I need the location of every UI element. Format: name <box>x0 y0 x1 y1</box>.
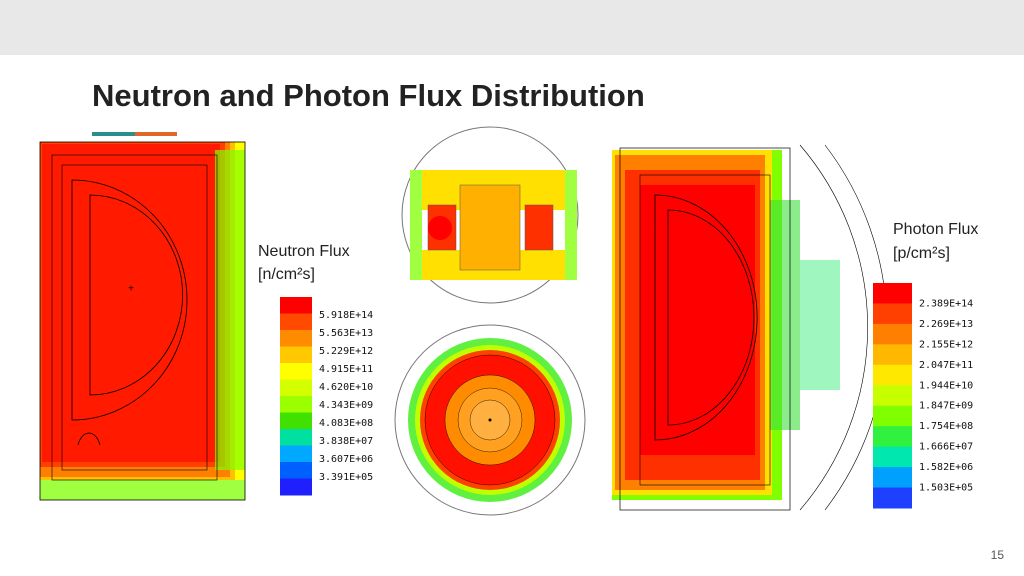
color-swatch <box>280 445 312 463</box>
legend-label: 1.503E+05 <box>919 483 973 494</box>
color-swatch <box>280 412 312 430</box>
page-number: 15 <box>991 548 1005 562</box>
color-swatch <box>873 385 912 407</box>
color-swatch <box>280 297 312 314</box>
legend-unit: [n/cm²s] <box>258 266 315 283</box>
color-swatch <box>873 446 912 468</box>
legend-label: 4.083E+08 <box>319 418 373 429</box>
accent-line <box>135 132 177 136</box>
legend-label: 5.229E+12 <box>319 346 373 357</box>
legend-heading: Photon Flux <box>893 221 978 238</box>
color-swatch <box>280 379 312 397</box>
legend-label: 2.389E+14 <box>919 298 973 309</box>
legend-label: 4.915E+11 <box>319 364 373 375</box>
color-swatch <box>873 344 912 366</box>
legend-label: 4.343E+09 <box>319 400 373 411</box>
color-swatch <box>280 330 312 347</box>
legend-label: 3.607E+06 <box>319 454 373 465</box>
legend-label: 1.944E+10 <box>919 380 973 391</box>
color-swatch <box>280 429 312 446</box>
legend-label: 1.847E+09 <box>919 401 973 412</box>
color-swatch <box>280 346 312 364</box>
color-swatch <box>873 405 912 427</box>
color-swatch <box>873 467 912 489</box>
legend-label: 2.155E+12 <box>919 339 973 350</box>
color-swatch <box>873 364 912 386</box>
header-band <box>0 0 1024 55</box>
slide-title: Neutron and Photon Flux Distribution <box>92 78 645 113</box>
legend-label: 1.666E+07 <box>919 442 973 453</box>
legend-label: 3.391E+05 <box>319 472 373 483</box>
legend-label: 2.047E+11 <box>919 360 973 371</box>
color-swatch <box>280 462 312 479</box>
color-swatch <box>873 426 912 448</box>
color-swatch <box>280 396 312 413</box>
legend-label: 2.269E+13 <box>919 319 973 330</box>
color-swatch <box>873 487 912 509</box>
legend-label: 1.582E+06 <box>919 462 973 473</box>
top-view-plot <box>394 324 586 516</box>
legend-heading: Neutron Flux <box>258 243 350 260</box>
color-swatch <box>280 313 312 331</box>
side-view-plot <box>401 126 579 304</box>
color-swatch <box>280 478 312 496</box>
photon-plot <box>612 144 888 511</box>
neutron-plot: + <box>39 141 246 501</box>
accent-line <box>92 132 135 136</box>
legend-label: 3.838E+07 <box>319 436 373 447</box>
color-swatch <box>280 363 312 380</box>
color-swatch <box>873 303 912 325</box>
color-swatch <box>873 283 912 304</box>
legend-unit: [p/cm²s] <box>893 245 950 262</box>
legend-label: 5.563E+13 <box>319 328 373 339</box>
legend-label: 1.754E+08 <box>919 421 973 432</box>
legend-label: 5.918E+14 <box>319 310 373 321</box>
legend-label: 4.620E+10 <box>319 382 373 393</box>
svg-text:+: + <box>128 284 134 295</box>
color-swatch <box>873 323 912 345</box>
